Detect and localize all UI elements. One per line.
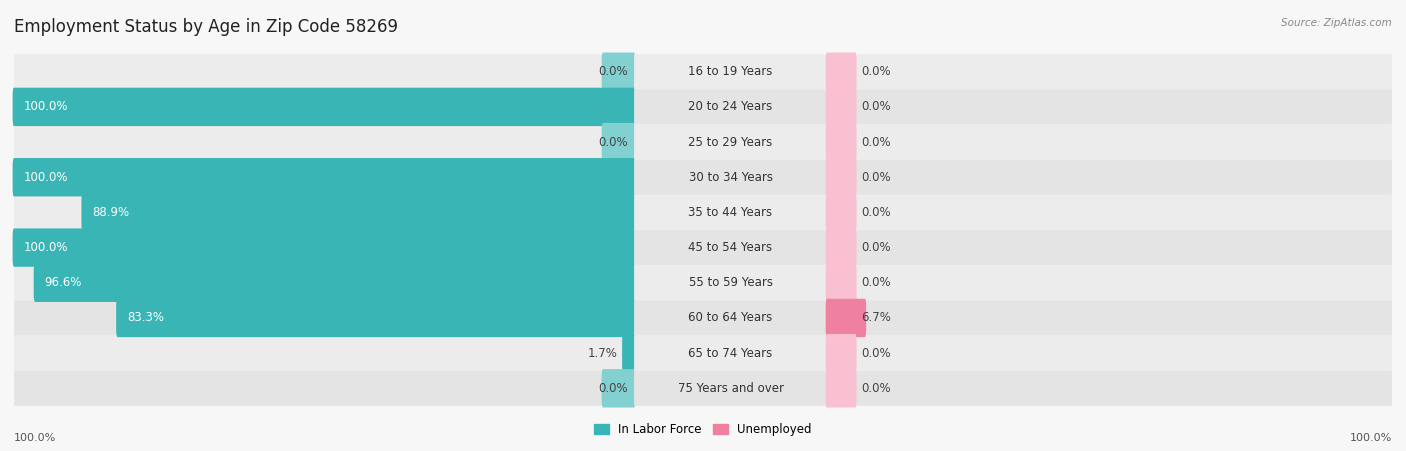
FancyBboxPatch shape <box>825 87 856 126</box>
FancyBboxPatch shape <box>825 158 856 197</box>
Text: 0.0%: 0.0% <box>860 347 890 359</box>
FancyBboxPatch shape <box>621 334 636 373</box>
FancyBboxPatch shape <box>825 369 856 408</box>
FancyBboxPatch shape <box>825 193 856 232</box>
FancyBboxPatch shape <box>634 265 827 300</box>
FancyBboxPatch shape <box>827 371 1392 406</box>
FancyBboxPatch shape <box>13 228 636 267</box>
Text: 83.3%: 83.3% <box>127 312 165 324</box>
Text: 0.0%: 0.0% <box>599 136 628 148</box>
FancyBboxPatch shape <box>634 160 827 195</box>
FancyBboxPatch shape <box>14 300 634 336</box>
FancyBboxPatch shape <box>634 371 827 406</box>
Text: 100.0%: 100.0% <box>1350 433 1392 443</box>
FancyBboxPatch shape <box>634 195 827 230</box>
FancyBboxPatch shape <box>825 52 856 91</box>
Text: Employment Status by Age in Zip Code 58269: Employment Status by Age in Zip Code 582… <box>14 18 398 36</box>
Text: 0.0%: 0.0% <box>860 101 890 113</box>
Text: 20 to 24 Years: 20 to 24 Years <box>689 101 773 113</box>
Text: 25 to 29 Years: 25 to 29 Years <box>689 136 773 148</box>
FancyBboxPatch shape <box>602 123 636 161</box>
FancyBboxPatch shape <box>634 300 827 336</box>
Text: 75 Years and over: 75 Years and over <box>678 382 783 395</box>
Text: 30 to 34 Years: 30 to 34 Years <box>689 171 772 184</box>
FancyBboxPatch shape <box>827 160 1392 195</box>
FancyBboxPatch shape <box>827 89 1392 124</box>
Text: 0.0%: 0.0% <box>860 276 890 289</box>
Text: 6.7%: 6.7% <box>860 312 891 324</box>
Text: 100.0%: 100.0% <box>24 171 67 184</box>
Text: 0.0%: 0.0% <box>860 136 890 148</box>
Text: 0.0%: 0.0% <box>860 241 890 254</box>
FancyBboxPatch shape <box>825 299 866 337</box>
FancyBboxPatch shape <box>634 89 827 124</box>
Text: 100.0%: 100.0% <box>24 241 67 254</box>
FancyBboxPatch shape <box>14 160 634 195</box>
Text: 100.0%: 100.0% <box>24 101 67 113</box>
FancyBboxPatch shape <box>827 124 1392 160</box>
FancyBboxPatch shape <box>825 123 856 161</box>
FancyBboxPatch shape <box>117 299 636 337</box>
FancyBboxPatch shape <box>634 124 827 160</box>
Text: 96.6%: 96.6% <box>45 276 82 289</box>
Text: 1.7%: 1.7% <box>588 347 617 359</box>
FancyBboxPatch shape <box>602 369 636 408</box>
FancyBboxPatch shape <box>825 263 856 302</box>
Text: 55 to 59 Years: 55 to 59 Years <box>689 276 772 289</box>
FancyBboxPatch shape <box>602 52 636 91</box>
Text: 0.0%: 0.0% <box>860 65 890 78</box>
FancyBboxPatch shape <box>14 54 634 89</box>
Text: 0.0%: 0.0% <box>599 382 628 395</box>
Text: 0.0%: 0.0% <box>860 171 890 184</box>
Text: 65 to 74 Years: 65 to 74 Years <box>689 347 773 359</box>
FancyBboxPatch shape <box>14 230 634 265</box>
FancyBboxPatch shape <box>825 228 856 267</box>
FancyBboxPatch shape <box>13 158 636 197</box>
FancyBboxPatch shape <box>14 265 634 300</box>
FancyBboxPatch shape <box>14 124 634 160</box>
FancyBboxPatch shape <box>827 230 1392 265</box>
Text: Source: ZipAtlas.com: Source: ZipAtlas.com <box>1281 18 1392 28</box>
FancyBboxPatch shape <box>34 263 636 302</box>
FancyBboxPatch shape <box>634 230 827 265</box>
FancyBboxPatch shape <box>634 54 827 89</box>
FancyBboxPatch shape <box>825 334 856 373</box>
Text: 100.0%: 100.0% <box>14 433 56 443</box>
FancyBboxPatch shape <box>827 300 1392 336</box>
Text: 35 to 44 Years: 35 to 44 Years <box>689 206 773 219</box>
FancyBboxPatch shape <box>634 336 827 371</box>
Text: 0.0%: 0.0% <box>599 65 628 78</box>
Text: 60 to 64 Years: 60 to 64 Years <box>689 312 773 324</box>
FancyBboxPatch shape <box>14 371 634 406</box>
FancyBboxPatch shape <box>14 89 634 124</box>
FancyBboxPatch shape <box>82 193 636 232</box>
Text: 0.0%: 0.0% <box>860 206 890 219</box>
Text: 88.9%: 88.9% <box>93 206 129 219</box>
Legend: In Labor Force, Unemployed: In Labor Force, Unemployed <box>589 418 817 441</box>
Text: 16 to 19 Years: 16 to 19 Years <box>689 65 773 78</box>
Text: 45 to 54 Years: 45 to 54 Years <box>689 241 773 254</box>
FancyBboxPatch shape <box>13 87 636 126</box>
FancyBboxPatch shape <box>827 195 1392 230</box>
FancyBboxPatch shape <box>827 54 1392 89</box>
FancyBboxPatch shape <box>14 336 634 371</box>
FancyBboxPatch shape <box>827 336 1392 371</box>
Text: 0.0%: 0.0% <box>860 382 890 395</box>
FancyBboxPatch shape <box>827 265 1392 300</box>
FancyBboxPatch shape <box>14 195 634 230</box>
